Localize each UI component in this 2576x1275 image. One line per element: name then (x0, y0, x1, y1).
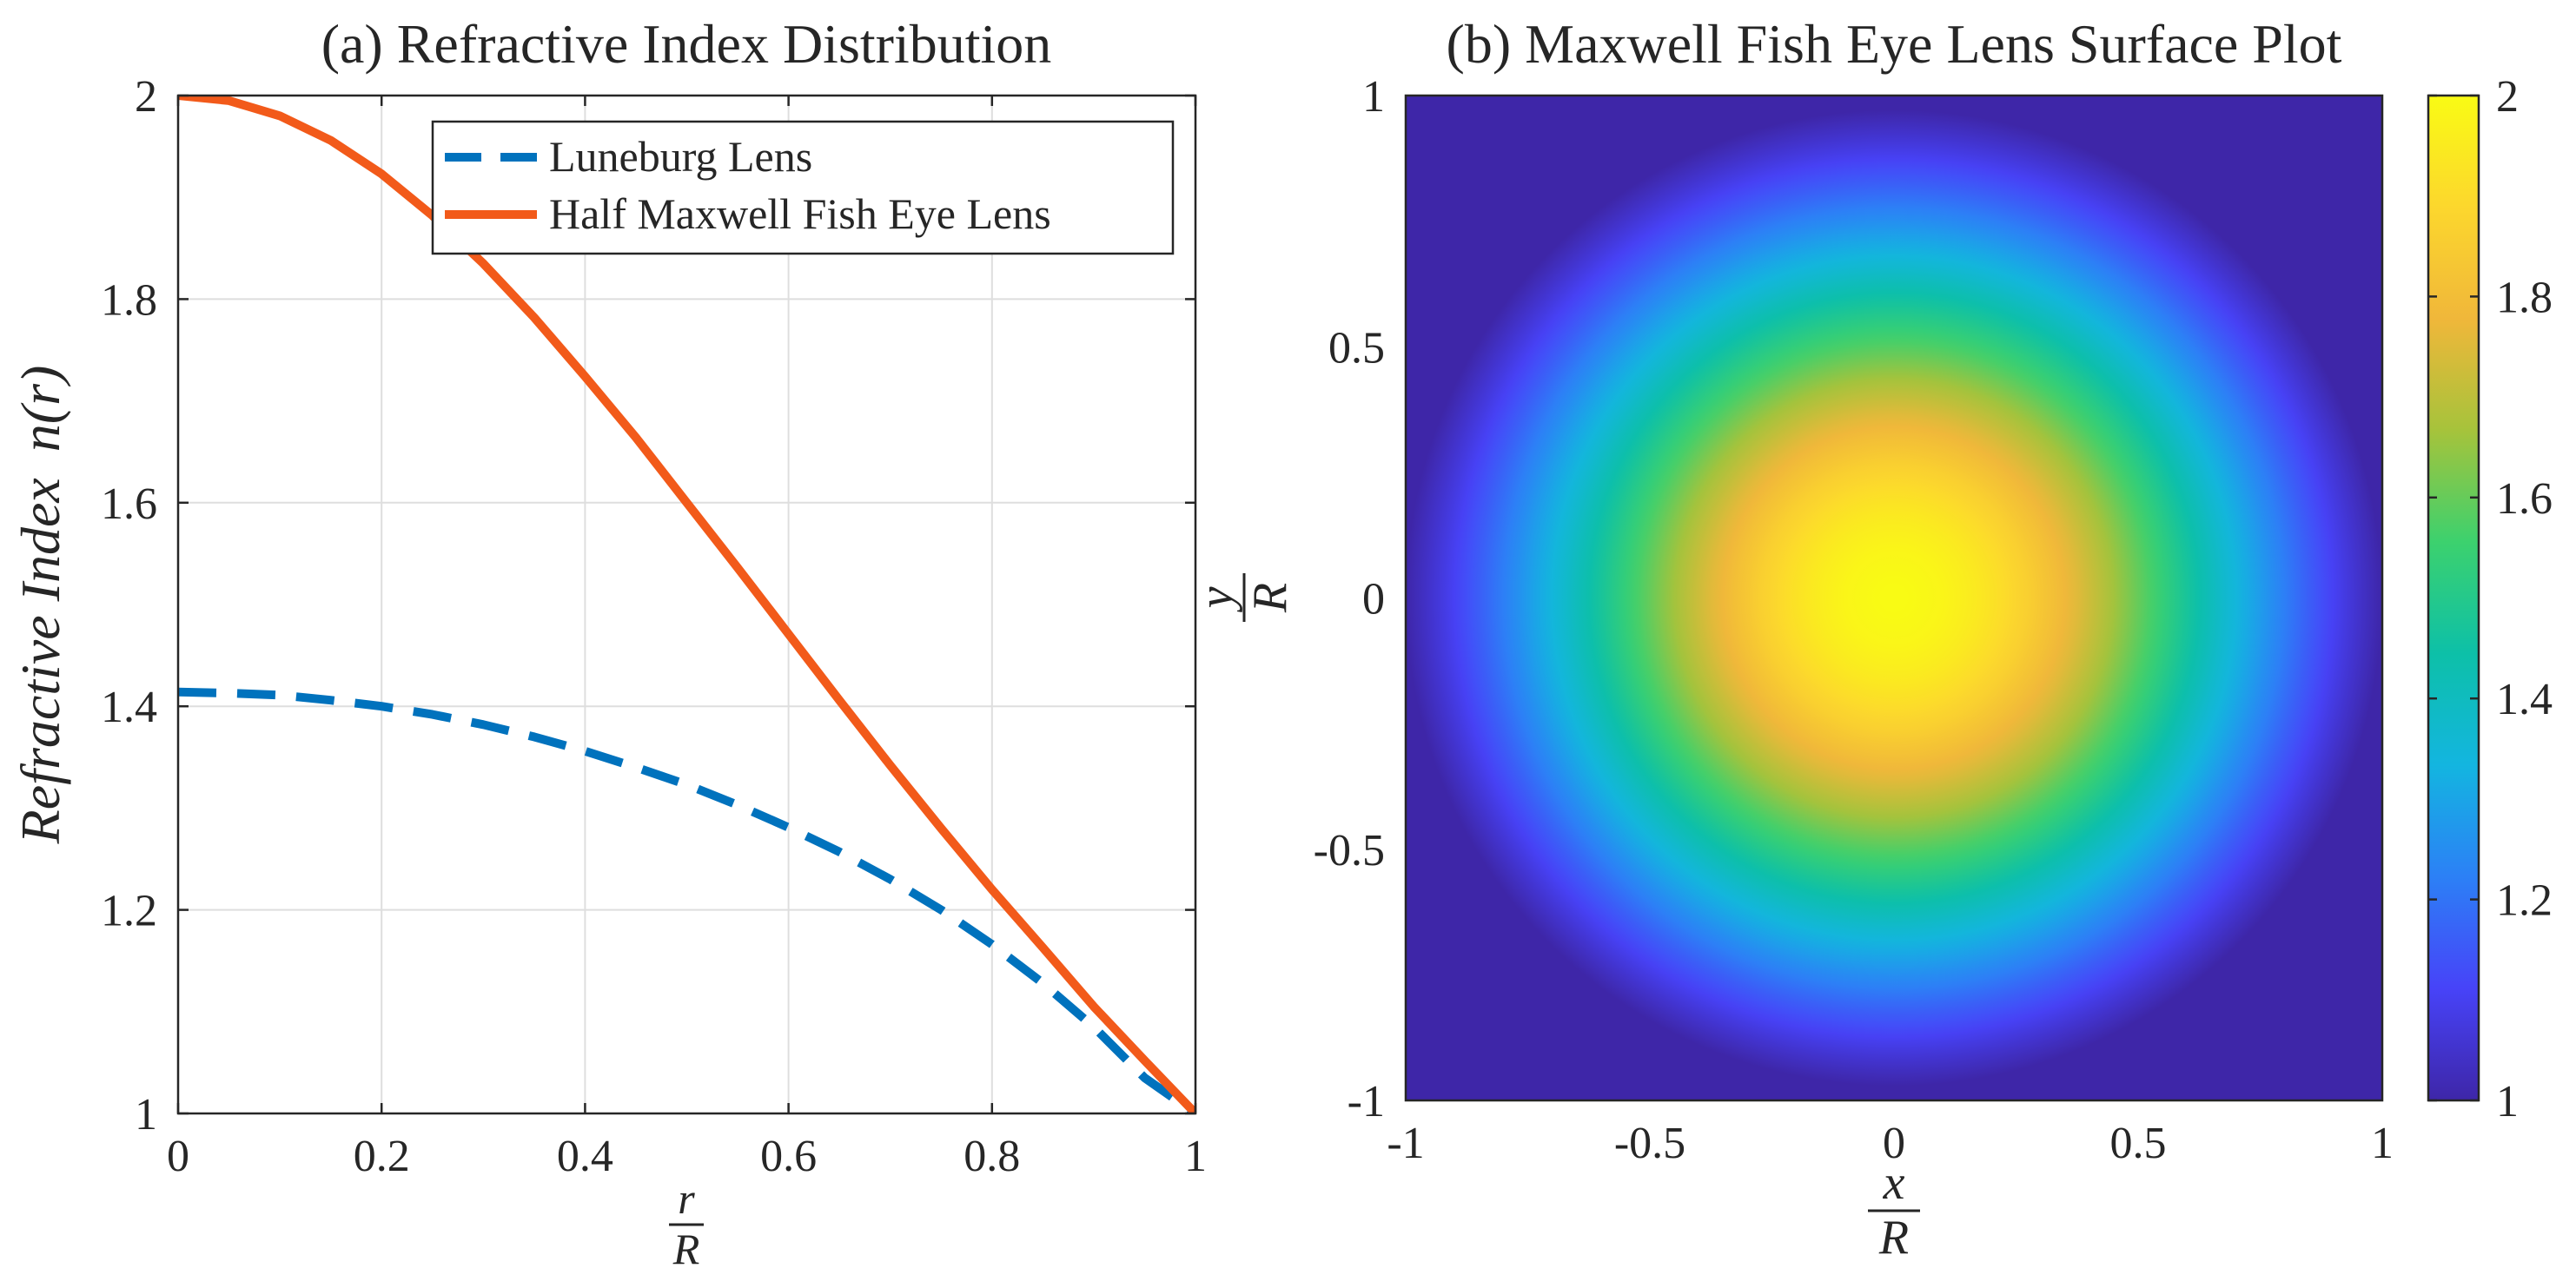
chart-b-xlabel-num: x (1883, 1156, 1905, 1210)
chart-b-xtick-label: -1 (1387, 1119, 1424, 1168)
chart-a-ylabel-func: n(r) (10, 366, 71, 453)
chart-b-ytick-label: -1 (1348, 1077, 1385, 1126)
chart-a: (a) Refractive Index Distribution 0 0.2 0.… (10, 13, 1207, 1273)
chart-b-ylabel-den: R (1243, 583, 1297, 613)
chart-b-xtick-label: 0.5 (2110, 1119, 2167, 1168)
chart-b-title: (b) Maxwell Fish Eye Lens Surface Plot (1447, 13, 2342, 75)
colorbar-tick-label: 1.4 (2496, 675, 2553, 724)
chart-a-xlabel: r R (669, 1174, 704, 1273)
colorbar-tick-label: 1.2 (2496, 876, 2553, 926)
chart-b-xtick-label: 1 (2371, 1119, 2394, 1168)
chart-b: (b) Maxwell Fish Eye Lens Surface Plot -… (1189, 13, 2553, 1265)
chart-b-xlabel-den: R (1878, 1211, 1909, 1265)
chart-a-xtick-label: 0 (167, 1132, 189, 1181)
colorbar-ticks: 1 1.2 1.4 1.6 1.8 2 (2428, 72, 2553, 1126)
chart-a-ylabel: Refractive Index n(r) (10, 366, 71, 845)
chart-a-axes-box (176, 94, 1197, 1115)
chart-a-legend-box (431, 120, 1175, 255)
chart-a-legend: Luneburg Lens Half Maxwell Fish Eye Lens (431, 120, 1175, 255)
colorbar: 1 1.2 1.4 1.6 1.8 2 (2427, 72, 2553, 1126)
chart-b-xlabel: x R (1868, 1156, 1920, 1265)
chart-a-ytick-label: 1.2 (101, 887, 157, 936)
chart-b-ytick-label: 1 (1362, 72, 1385, 122)
chart-b-heatmap (1406, 96, 2382, 1100)
chart-a-ytick-label: 1.6 (101, 479, 157, 529)
chart-a-ytick-label: 1 (135, 1090, 157, 1140)
series-line-luneburg (178, 687, 1195, 1113)
chart-b-ytick-label: 0.5 (1328, 323, 1385, 373)
legend-label-maxwell: Half Maxwell Fish Eye Lens (549, 189, 1051, 238)
chart-a-ticks: 0 0.2 0.4 0.6 0.8 1 1 1.2 1.4 1.6 1.8 2 (101, 72, 1207, 1181)
colorbar-tick-label: 1.8 (2496, 273, 2553, 322)
chart-a-xtick-label: 0.2 (354, 1132, 410, 1181)
colorbar-tick-label: 1.6 (2496, 474, 2553, 524)
chart-a-title: (a) Refractive Index Distribution (321, 13, 1052, 75)
heatmap-lens-disk (1406, 96, 2382, 1100)
chart-a-ylabel-italic: Refractive Index (10, 478, 71, 844)
chart-b-ylabel: y R (1189, 573, 1297, 622)
chart-a-xlabel-den: R (672, 1225, 700, 1273)
colorbar-gradient (2428, 96, 2479, 1100)
chart-b-ylabel-num: y (1189, 586, 1243, 612)
chart-a-series (178, 96, 1195, 1113)
chart-a-xtick-label: 0.8 (964, 1132, 1020, 1181)
chart-a-xtick-label: 0.6 (760, 1132, 817, 1181)
colorbar-tick-label: 2 (2496, 72, 2519, 122)
chart-a-ytick-label: 2 (135, 72, 157, 122)
legend-label-luneburg: Luneburg Lens (549, 132, 812, 181)
colorbar-box (2427, 94, 2480, 1102)
chart-b-ytick-label: 0 (1362, 575, 1385, 624)
series-line-maxwell (178, 96, 1195, 1113)
chart-b-xtick-label: 0 (1883, 1119, 1905, 1168)
chart-a-xtick-label: 0.4 (557, 1132, 613, 1181)
chart-b-ticks: -1 -0.5 0 0.5 1 -1 -0.5 0 0.5 1 (1314, 72, 2394, 1168)
chart-a-ytick-label: 1.8 (101, 275, 157, 325)
colorbar-tick-label: 1 (2496, 1077, 2519, 1126)
chart-b-xtick-label: -0.5 (1614, 1119, 1685, 1168)
chart-b-ytick-label: -0.5 (1314, 826, 1385, 875)
chart-b-axes-box (1404, 94, 2384, 1102)
chart-a-ytick-label: 1.4 (101, 683, 157, 732)
chart-a-xlabel-num: r (678, 1174, 695, 1223)
chart-a-xtick-label: 1 (1184, 1132, 1207, 1181)
